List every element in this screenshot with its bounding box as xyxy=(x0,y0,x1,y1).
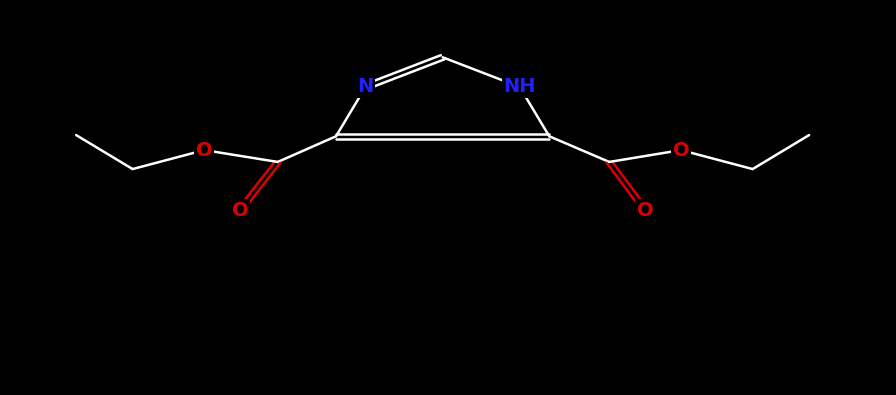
Text: N: N xyxy=(358,77,374,96)
Text: NH: NH xyxy=(504,77,536,96)
Text: O: O xyxy=(232,201,248,220)
Text: O: O xyxy=(196,141,212,160)
Text: O: O xyxy=(637,201,653,220)
Text: O: O xyxy=(673,141,689,160)
